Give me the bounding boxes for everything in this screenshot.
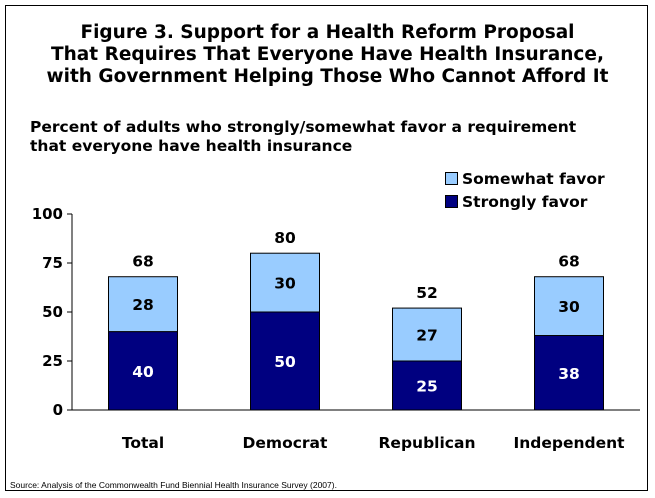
source-note: Source: Analysis of the Commonwealth Fun… <box>10 480 337 490</box>
data-label-total: 80 <box>274 229 296 247</box>
x-tick-label: Democrat <box>243 434 328 452</box>
x-tick-label: Total <box>122 434 164 452</box>
subtitle-line-2: that everyone have health insurance <box>30 137 353 155</box>
bar-somewhat-favor <box>534 276 604 337</box>
bar-somewhat-favor <box>108 276 178 333</box>
data-label-total: 68 <box>558 253 580 271</box>
x-tick-label: Republican <box>379 434 476 452</box>
chart-legend: Somewhat favor Strongly favor <box>445 167 605 213</box>
title-line-3: with Government Helping Those Who Cannot… <box>46 66 609 87</box>
chart-subtitle: Percent of adults who strongly/somewhat … <box>30 118 645 156</box>
title-line-2: That Requires That Everyone Have Health … <box>51 44 604 65</box>
legend-swatch-somewhat <box>445 172 458 185</box>
data-label-strongly: 38 <box>558 365 580 383</box>
y-tick-label: 75 <box>42 254 63 272</box>
data-label-somewhat: 30 <box>558 298 580 316</box>
data-label-somewhat: 28 <box>132 296 154 314</box>
data-label-strongly: 50 <box>274 353 296 371</box>
data-label-somewhat: 30 <box>274 275 296 293</box>
bar-strongly-favor <box>392 360 462 411</box>
subtitle-line-1: Percent of adults who strongly/somewhat … <box>30 118 577 136</box>
title-line-1: Figure 3. Support for a Health Reform Pr… <box>80 22 575 43</box>
legend-swatch-strongly <box>445 195 458 208</box>
data-label-somewhat: 27 <box>416 327 438 345</box>
bar-somewhat-favor <box>392 307 462 362</box>
legend-item-somewhat: Somewhat favor <box>445 167 605 190</box>
bar-strongly-favor <box>108 331 178 411</box>
data-label-strongly: 40 <box>132 363 154 381</box>
y-tick-label: 25 <box>42 352 63 370</box>
y-tick-label: 100 <box>32 205 63 223</box>
data-label-strongly: 25 <box>416 378 438 396</box>
data-label-total: 68 <box>132 253 154 271</box>
y-tick-label: 50 <box>42 303 63 321</box>
legend-label-strongly: Strongly favor <box>462 192 588 211</box>
x-tick-label: Independent <box>513 434 625 452</box>
bar-somewhat-favor <box>250 252 320 313</box>
data-label-total: 52 <box>416 284 438 302</box>
y-tick-label: 0 <box>53 401 63 419</box>
bar-strongly-favor <box>534 335 604 411</box>
figure-title: Figure 3. Support for a Health Reform Pr… <box>0 22 655 88</box>
legend-label-somewhat: Somewhat favor <box>462 169 605 188</box>
legend-item-strongly: Strongly favor <box>445 190 605 213</box>
